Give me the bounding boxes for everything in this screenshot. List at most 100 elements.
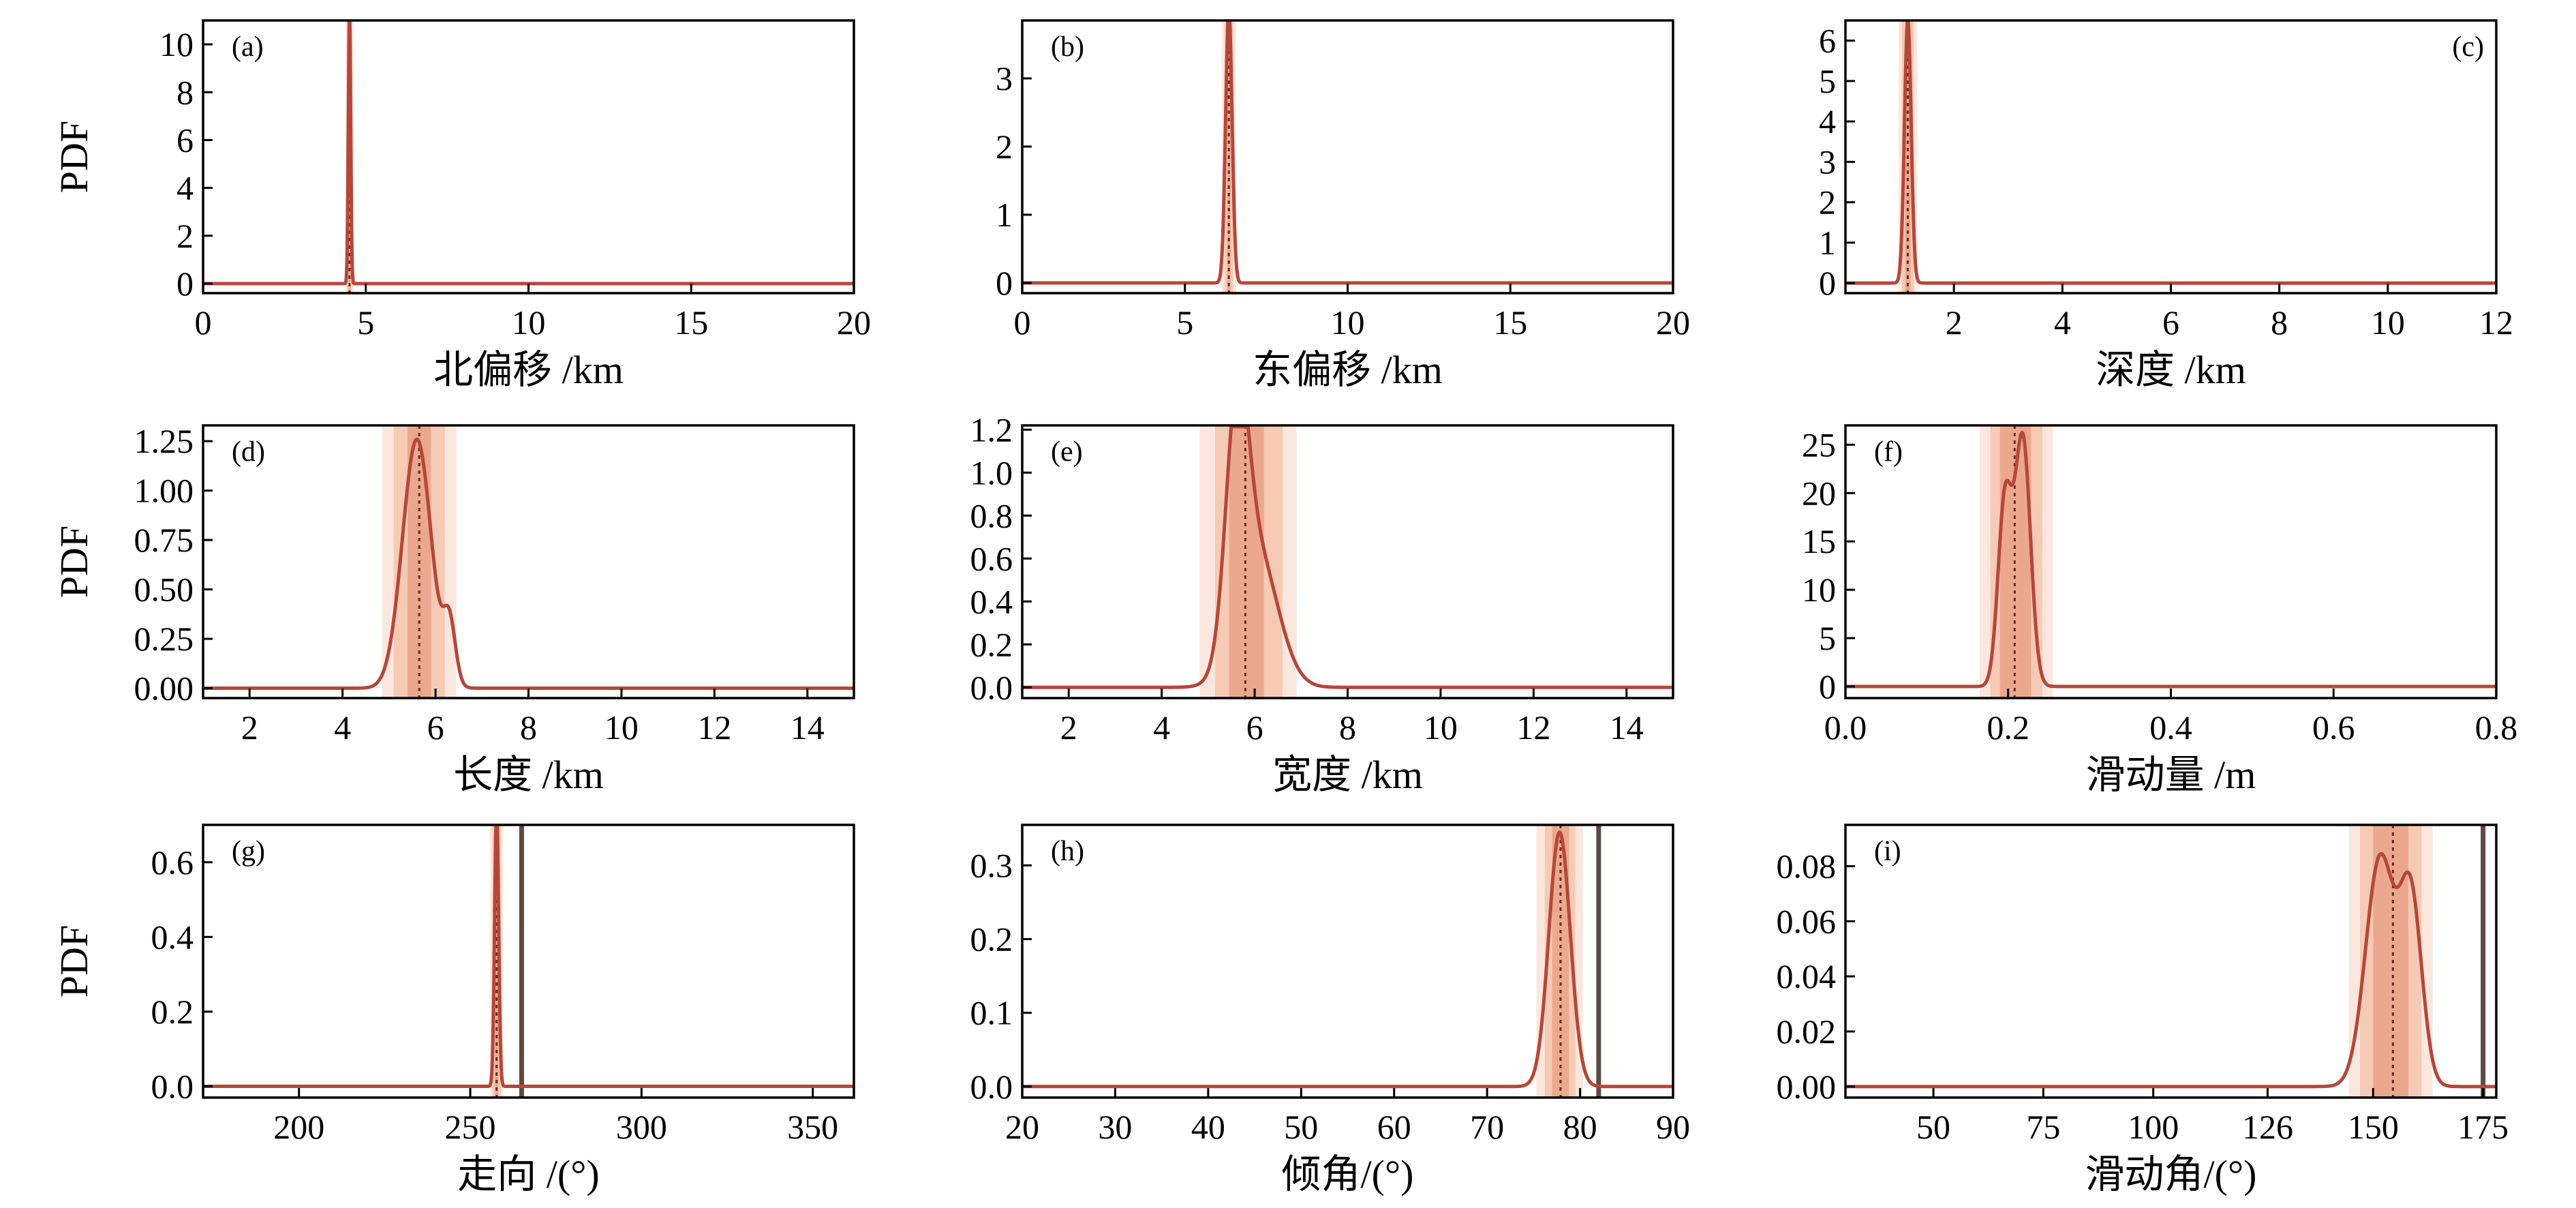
x-tick-label: 15 — [1493, 303, 1527, 342]
y-tick-label: 1 — [1819, 224, 1836, 262]
y-tick-label: 0.2 — [970, 920, 1013, 958]
pdf-curve — [1020, 830, 1675, 1089]
panel-label: (h) — [1051, 836, 1084, 867]
y-tick-label: 0.06 — [1777, 902, 1837, 940]
y-tick-label: 0.00 — [134, 669, 194, 708]
x-tick-label: 15 — [674, 303, 708, 342]
x-tick-label: 200 — [273, 1108, 324, 1146]
y-tick-label: 10 — [159, 25, 194, 63]
y-tick-label: 0.0 — [970, 1068, 1013, 1106]
x-tick-label: 12 — [2479, 303, 2513, 342]
x-tick-label: 30 — [1098, 1108, 1132, 1146]
band-inner — [1229, 425, 1264, 698]
y-axis-label: PDF — [52, 526, 96, 598]
x-tick-label: 20 — [1656, 303, 1690, 342]
y-tick-label: 2 — [1819, 183, 1836, 222]
x-tick-label: 150 — [2348, 1108, 2399, 1146]
pdf-curve — [201, 824, 856, 1089]
y-tick-label: 1.25 — [134, 422, 194, 460]
pdf-curve — [201, 20, 856, 286]
y-tick-label: 3 — [996, 59, 1013, 97]
x-tick-label: 0.8 — [2475, 708, 2518, 746]
x-tick-label: 8 — [2271, 303, 2288, 342]
x-tick-label: 250 — [445, 1108, 496, 1146]
panel-label: (f) — [1874, 436, 1903, 468]
x-tick-label: 4 — [2054, 303, 2071, 342]
pdf-curve — [1843, 20, 2498, 285]
x-axis-label: 深度 /km — [2096, 348, 2246, 392]
y-tick-label: 5 — [1819, 62, 1836, 100]
x-axis-label: 滑动量 /m — [2086, 753, 2256, 797]
x-tick-label: 0.0 — [1824, 708, 1867, 746]
y-tick-label: 0.8 — [970, 496, 1013, 534]
y-tick-label: 1 — [996, 196, 1013, 234]
y-tick-label: 0 — [1819, 264, 1836, 302]
x-tick-label: 80 — [1563, 1108, 1597, 1146]
x-tick-label: 10 — [2371, 303, 2405, 342]
y-tick-label: 1.2 — [970, 410, 1013, 449]
x-tick-label: 12 — [697, 708, 731, 746]
panel-label: (g) — [232, 836, 265, 867]
y-tick-label: 0.00 — [1777, 1068, 1837, 1106]
x-tick-label: 0.4 — [2149, 708, 2192, 746]
y-tick-label: 2 — [177, 217, 194, 255]
y-tick-label: 0.0 — [151, 1068, 194, 1106]
x-tick-label: 6 — [427, 708, 444, 746]
x-tick-label: 5 — [357, 303, 374, 342]
y-tick-label: 4 — [177, 169, 194, 207]
x-tick-label: 2 — [1060, 708, 1077, 746]
y-tick-label: 8 — [177, 73, 194, 111]
y-tick-label: 0.25 — [134, 620, 194, 658]
pdf-curve — [1843, 851, 2498, 1089]
y-tick-label: 1.0 — [970, 453, 1013, 492]
y-tick-label: 5 — [1819, 619, 1836, 657]
x-tick-label: 0 — [195, 303, 212, 342]
x-tick-label: 14 — [791, 708, 825, 746]
x-tick-label: 10 — [604, 708, 639, 746]
x-axis-label: 宽度 /km — [1272, 753, 1423, 797]
panel-d: 2 4 6 8 10 12 14 0.00 0.25 0.50 0.75 1.00 1.25 长度 /km… — [52, 422, 856, 797]
axes-frame — [1844, 824, 2498, 1099]
x-tick-label: 70 — [1470, 1108, 1504, 1146]
y-tick-label: 0.75 — [134, 521, 194, 559]
panel-label: (i) — [1874, 836, 1901, 867]
panel-f: 0.0 0.2 0.4 0.6 0.8 0 5 10 15 20 25 滑动量 /m (f) — [1802, 424, 2518, 797]
y-tick-label: 3 — [1819, 142, 1836, 181]
y-tick-label: 0 — [1819, 667, 1836, 706]
x-axis-label: 滑动角/(°) — [2085, 1152, 2257, 1196]
y-tick-label: 4 — [1819, 102, 1836, 140]
y-tick-label: 25 — [1802, 425, 1836, 464]
x-tick-label: 50 — [1284, 1108, 1318, 1146]
x-tick-label: 60 — [1377, 1108, 1411, 1146]
x-tick-label: 90 — [1656, 1108, 1690, 1146]
x-tick-label: 2 — [1946, 303, 1963, 342]
x-tick-label: 6 — [1246, 708, 1263, 746]
y-tick-label: 0.6 — [970, 539, 1013, 577]
y-tick-label: 0.2 — [151, 993, 194, 1031]
band-inner — [2373, 825, 2408, 1098]
y-tick-label: 6 — [177, 121, 194, 159]
x-axis-label: 长度 /km — [453, 753, 604, 797]
x-tick-label: 300 — [616, 1108, 667, 1146]
x-tick-label: 8 — [1339, 708, 1356, 746]
axes-frame — [1021, 824, 1674, 1099]
panel-i: 50 75 100 126 150 175 0.00 0.02 0.04 0.06 0.08 滑动角/… — [1777, 824, 2509, 1196]
panel-g: 200 250 300 350 0.0 0.2 0.4 0.6 走向 /(°) PDF (g) — [52, 824, 856, 1196]
x-axis-label: 东偏移 /km — [1253, 348, 1443, 392]
x-axis-label: 走向 /(°) — [457, 1152, 599, 1196]
x-tick-label: 14 — [1610, 708, 1644, 746]
y-tick-label: 0.4 — [151, 918, 194, 956]
x-tick-label: 10 — [1331, 303, 1365, 342]
y-tick-label: 0 — [177, 265, 194, 303]
x-tick-label: 4 — [1153, 708, 1170, 746]
panel-label: (a) — [232, 31, 264, 63]
pdf-curve — [1843, 431, 2498, 689]
y-tick-label: 0.0 — [970, 668, 1013, 706]
pdf-curve — [201, 437, 856, 691]
x-tick-label: 175 — [2457, 1108, 2509, 1146]
x-tick-label: 10 — [512, 303, 546, 342]
panel-b: 0 5 10 15 20 0 1 2 3 东偏移 /km (b) — [996, 19, 1690, 392]
y-tick-label: 15 — [1802, 522, 1836, 560]
